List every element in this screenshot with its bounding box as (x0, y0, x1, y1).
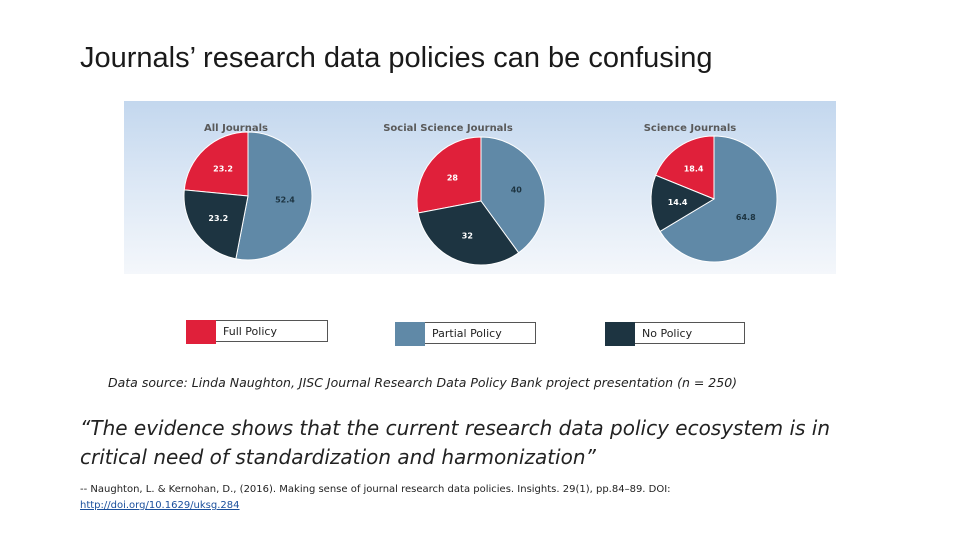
pie-slice-science-journals-none (650, 174, 716, 233)
quote-line-1: “The evidence shows that the current res… (80, 416, 831, 440)
pie-title-science-journals: Science Journals (644, 123, 737, 134)
pie-social-science-journals: Social Science Journals 28 40 32 (383, 123, 546, 266)
pie-label-all-journals-partial: 52.4 (275, 196, 295, 205)
legend-item-none: No Policy (605, 322, 745, 346)
pie-slice-social-science-journals-partial (480, 136, 546, 254)
legend-item-partial: Partial Policy (395, 322, 536, 346)
pie-label-social-science-journals-partial: 40 (511, 186, 523, 195)
citation: -- Naughton, L. & Kernohan, D., (2016). … (80, 482, 880, 514)
quote-line-2: critical need of standardization and har… (80, 445, 596, 469)
pie-slice-all-journals-partial (235, 131, 313, 261)
pie-label-science-journals-none: 14.4 (668, 198, 688, 207)
pie-label-social-science-journals-none: 32 (462, 232, 473, 241)
pie-charts-svg: All Journals 23.2 52.4 23.2 Social Science J… (183, 123, 778, 266)
legend-swatch-full (186, 320, 216, 344)
pie-label-all-journals-full: 23.2 (213, 165, 233, 174)
slide-title: Journals’ research data policies can be … (80, 42, 713, 74)
citation-text: -- Naughton, L. & Kernohan, D., (2016). … (80, 484, 671, 495)
pie-label-social-science-journals-full: 28 (447, 173, 459, 182)
legend-label-full: Full Policy (223, 325, 277, 338)
pie-label-all-journals-none: 23.2 (208, 214, 228, 223)
data-source-note: Data source: Linda Naughton, JISC Journa… (108, 375, 738, 390)
pie-slice-social-science-journals-full (416, 136, 482, 214)
legend-label-partial: Partial Policy (432, 327, 502, 340)
pie-slice-all-journals-none (183, 189, 249, 260)
legend-label-none: No Policy (642, 327, 693, 340)
pie-label-science-journals-full: 18.4 (684, 165, 704, 174)
pie-slice-science-journals-full (654, 135, 715, 200)
pie-slice-science-journals-partial (659, 135, 778, 263)
legend-item-full: Full Policy (186, 320, 328, 344)
pie-charts-panel: All Journals 23.2 52.4 23.2 Social Science J… (124, 101, 836, 274)
pie-label-science-journals-partial: 64.8 (736, 213, 756, 222)
pie-slice-all-journals-full (183, 131, 249, 197)
pie-title-social-science-journals: Social Science Journals (383, 123, 513, 134)
quote-text: “The evidence shows that the current res… (80, 414, 880, 472)
pie-all-journals: All Journals 23.2 52.4 23.2 (183, 123, 313, 261)
pie-slice-social-science-journals-none (417, 200, 520, 266)
citation-doi-link[interactable]: http://doi.org/10.1629/uksg.284 (80, 500, 240, 511)
legend-swatch-partial (395, 322, 425, 346)
pie-science-journals: Science Journals 18.4 64.8 14.4 (644, 123, 778, 263)
legend-swatch-none (605, 322, 635, 346)
pie-title-all-journals: All Journals (204, 123, 268, 134)
